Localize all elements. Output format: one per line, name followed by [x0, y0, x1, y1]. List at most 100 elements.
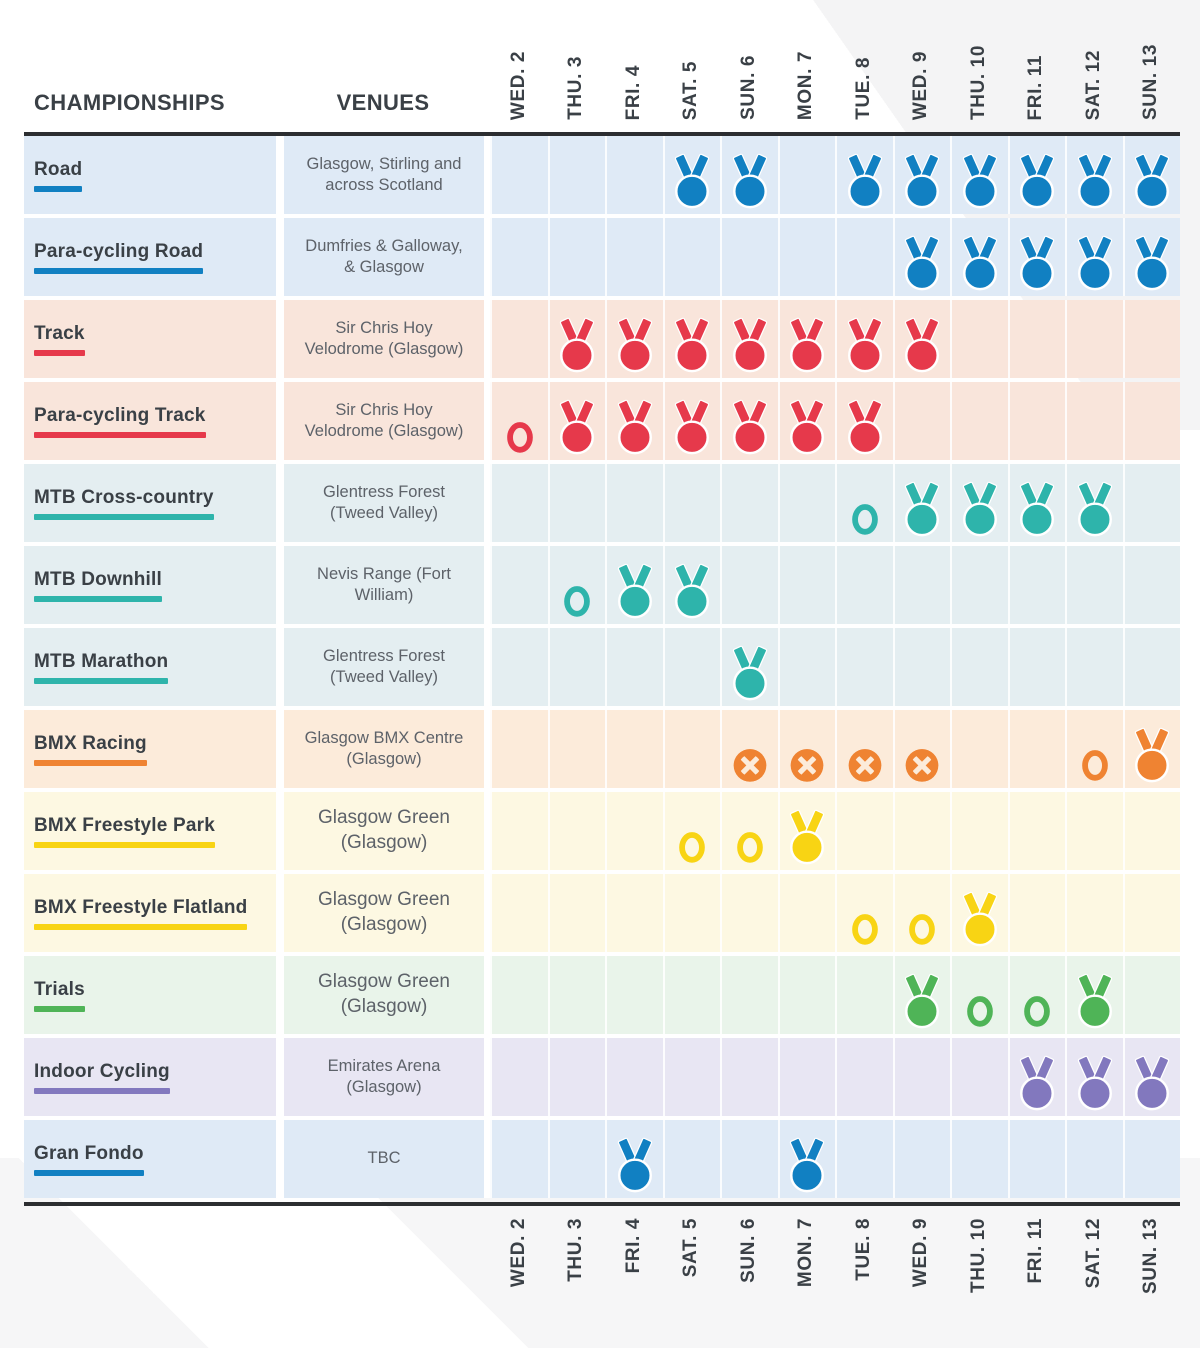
day-footer-1: WED. 2: [490, 1206, 548, 1287]
day-header-label: THU. 3: [565, 56, 587, 120]
day-cell-3: [605, 300, 663, 378]
championship-label: Track: [34, 323, 85, 356]
day-header-label: MON. 7: [795, 50, 817, 120]
day-cell-11: [1065, 382, 1123, 460]
medal-icon: [617, 563, 652, 619]
day-cell-10: [1007, 956, 1065, 1034]
day-header-label: FRI. 4: [622, 64, 644, 120]
day-cell-10: [1007, 136, 1065, 214]
day-cell-2: [547, 300, 605, 378]
day-cell-4: [662, 874, 720, 952]
day-cell-6: [777, 464, 835, 542]
championship-label: BMX Freestyle Park: [34, 815, 215, 848]
venue-cell: TBC: [276, 1120, 490, 1198]
medal-icon: [790, 399, 825, 455]
venue-cell: Sir Chris Hoy Velodrome (Glasgow): [276, 300, 490, 378]
day-cell-4: [662, 464, 720, 542]
medal-icon: [1077, 973, 1112, 1029]
day-cell-11: [1065, 710, 1123, 788]
day-cell-8: [892, 1038, 950, 1116]
table-row: Indoor Cycling Emirates Arena (Glasgow): [24, 1038, 1180, 1116]
championship-label: Trials: [34, 979, 85, 1012]
day-header-7: TUE. 8: [835, 57, 893, 132]
day-cell-10: [1007, 218, 1065, 296]
venue-cell: Glasgow Green (Glasgow): [276, 956, 490, 1034]
day-cell-12: [1122, 300, 1180, 378]
medal-icon: [675, 317, 710, 373]
medal-icon: [905, 973, 940, 1029]
day-cell-7: [835, 628, 893, 706]
day-cell-1: [490, 136, 548, 214]
day-cell-2: [547, 1120, 605, 1198]
medal-icon: [1077, 153, 1112, 209]
championship-label: Indoor Cycling: [34, 1061, 170, 1094]
day-cell-3: [605, 218, 663, 296]
day-cell-4: [662, 136, 720, 214]
medal-icon: [1135, 727, 1170, 783]
day-cell-12: [1122, 710, 1180, 788]
medal-icon: [617, 1137, 652, 1193]
day-cell-6: [777, 382, 835, 460]
championship-label: MTB Downhill: [34, 569, 162, 602]
day-cell-8: [892, 1120, 950, 1198]
table-header: CHAMPIONSHIPS VENUES WED. 2 THU. 3 FRI. 4 S…: [24, 0, 1180, 132]
table-row: MTB Cross-country Glentress Forest (Tweed…: [24, 464, 1180, 542]
day-cell-2: [547, 382, 605, 460]
crossed-circle-icon: [905, 749, 939, 782]
day-cell-11: [1065, 546, 1123, 624]
championship-cell: MTB Cross-country: [24, 464, 276, 542]
venue-cell: Glentress Forest (Tweed Valley): [276, 628, 490, 706]
day-cell-12: [1122, 546, 1180, 624]
day-footer-label: TUE. 8: [852, 1218, 874, 1281]
circle-outline-icon: [736, 832, 763, 863]
day-cell-8: [892, 546, 950, 624]
venue-cell: Sir Chris Hoy Velodrome (Glasgow): [276, 382, 490, 460]
day-footer-11: SAT. 12: [1065, 1206, 1123, 1288]
day-header-4: SAT. 5: [663, 61, 721, 132]
day-header-label: WED. 2: [507, 50, 529, 120]
medal-icon: [905, 153, 940, 209]
day-cell-5: [720, 956, 778, 1034]
day-footer-2: THU. 3: [548, 1206, 606, 1282]
day-footer-label: SAT. 5: [680, 1218, 702, 1278]
circle-outline-icon: [564, 586, 591, 617]
day-cell-9: [950, 218, 1008, 296]
venue-cell: Nevis Range (Fort William): [276, 546, 490, 624]
medal-icon: [675, 563, 710, 619]
day-cell-2: [547, 710, 605, 788]
table-row: Para-cycling Track Sir Chris Hoy Velodrom…: [24, 382, 1180, 460]
day-cell-12: [1122, 218, 1180, 296]
day-cell-11: [1065, 1120, 1123, 1198]
day-cell-11: [1065, 956, 1123, 1034]
day-cell-12: [1122, 1038, 1180, 1116]
day-cell-1: [490, 792, 548, 870]
day-cell-7: [835, 1120, 893, 1198]
day-cell-10: [1007, 546, 1065, 624]
day-footer-label: SUN. 6: [737, 1218, 759, 1283]
day-cell-12: [1122, 1120, 1180, 1198]
day-cell-8: [892, 628, 950, 706]
day-cell-5: [720, 710, 778, 788]
day-footer-label: WED. 2: [507, 1218, 529, 1288]
day-header-12: SUN. 13: [1123, 44, 1181, 132]
circle-outline-icon: [1081, 750, 1108, 781]
table-row: Road Glasgow, Stirling and across Scotlan…: [24, 136, 1180, 214]
day-cell-3: [605, 792, 663, 870]
day-footer-label: FRI. 11: [1025, 1218, 1047, 1284]
day-cell-9: [950, 382, 1008, 460]
day-cell-7: [835, 546, 893, 624]
circle-outline-icon: [851, 914, 878, 945]
day-cell-8: [892, 792, 950, 870]
day-cell-11: [1065, 792, 1123, 870]
day-cell-8: [892, 300, 950, 378]
day-cell-9: [950, 1038, 1008, 1116]
medal-icon: [905, 235, 940, 291]
day-cell-1: [490, 546, 548, 624]
day-cell-8: [892, 874, 950, 952]
medal-icon: [617, 317, 652, 373]
day-cell-1: [490, 464, 548, 542]
day-cell-1: [490, 628, 548, 706]
championships-column-header: CHAMPIONSHIPS: [34, 90, 225, 115]
day-cell-8: [892, 218, 950, 296]
